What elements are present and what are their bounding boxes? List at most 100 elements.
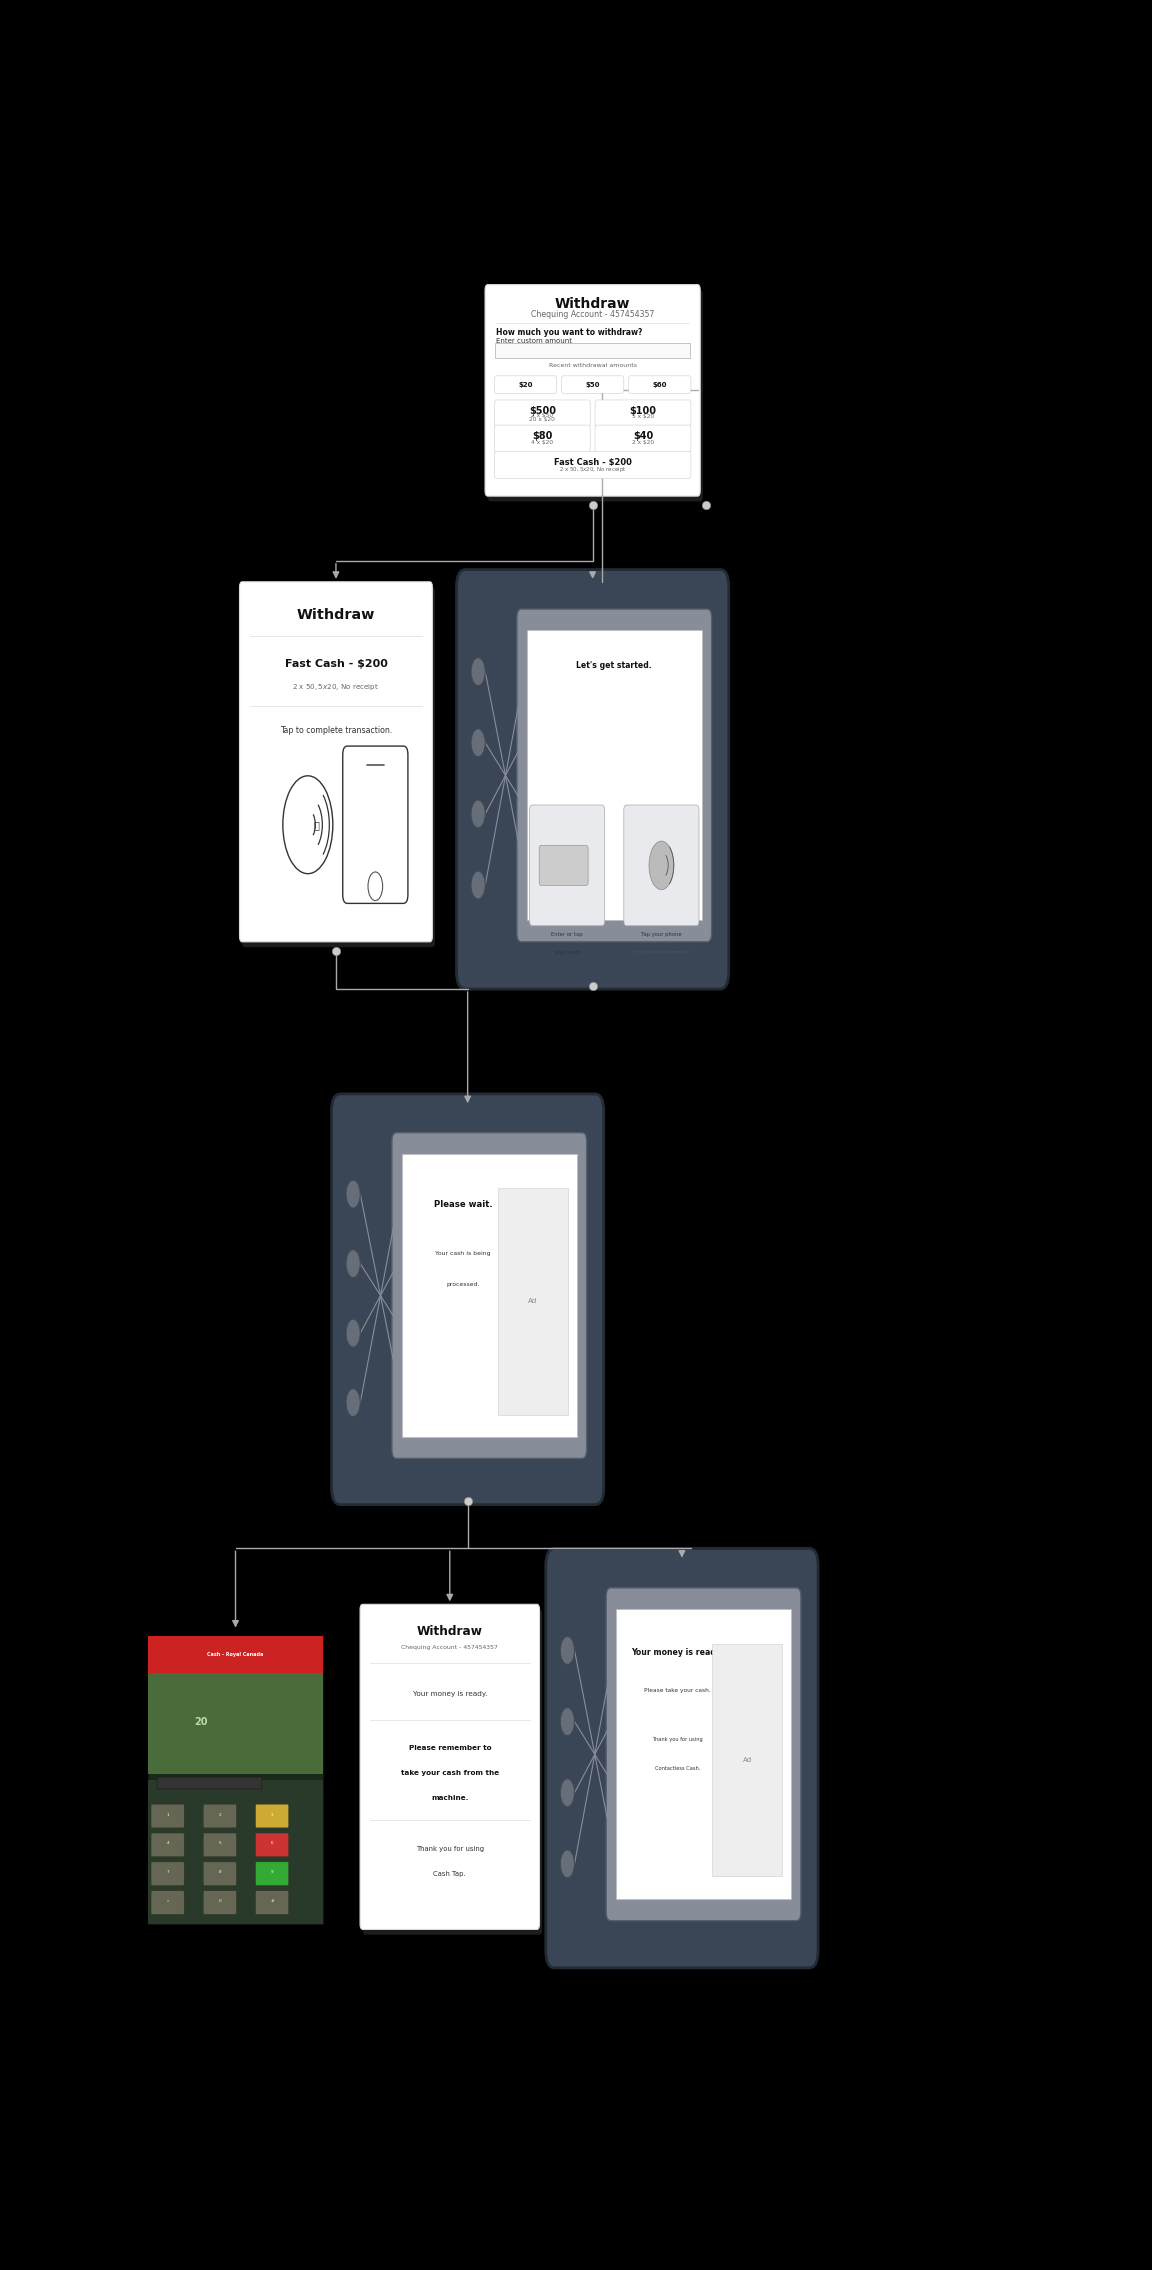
FancyBboxPatch shape — [240, 581, 432, 942]
FancyBboxPatch shape — [151, 1832, 184, 1857]
Circle shape — [560, 1707, 575, 1737]
Text: Chequing Account - 457454357: Chequing Account - 457454357 — [531, 309, 654, 318]
Text: 4: 4 — [166, 1841, 169, 1846]
Text: 5: 5 — [219, 1841, 221, 1846]
FancyBboxPatch shape — [343, 747, 408, 903]
Text: Your money is ready.: Your money is ready. — [412, 1691, 487, 1698]
Circle shape — [471, 799, 485, 829]
Text: $80: $80 — [532, 431, 553, 440]
Text: Withdraw: Withdraw — [555, 297, 630, 311]
Text: Thank you for using: Thank you for using — [416, 1846, 484, 1852]
Text: *: * — [167, 1900, 168, 1902]
Text: Chequing Account - 457454357: Chequing Account - 457454357 — [401, 1646, 498, 1650]
FancyBboxPatch shape — [616, 1609, 790, 1900]
Text: Please wait.: Please wait. — [434, 1201, 492, 1210]
Circle shape — [560, 1637, 575, 1664]
FancyBboxPatch shape — [487, 291, 703, 502]
Text: 2 x $50: 2 x $50 — [531, 413, 553, 418]
Text: Let's get started.: Let's get started. — [576, 661, 652, 670]
FancyBboxPatch shape — [629, 377, 691, 393]
FancyBboxPatch shape — [494, 400, 590, 427]
Text: Withdraw: Withdraw — [417, 1625, 483, 1639]
Circle shape — [649, 842, 674, 890]
Circle shape — [471, 872, 485, 899]
Text: Thank you for using: Thank you for using — [652, 1737, 703, 1743]
Text: Please take your cash.: Please take your cash. — [644, 1689, 711, 1693]
FancyBboxPatch shape — [157, 1777, 262, 1789]
Circle shape — [283, 776, 333, 874]
Text: machine.: machine. — [431, 1796, 469, 1802]
FancyBboxPatch shape — [402, 1153, 576, 1437]
FancyBboxPatch shape — [242, 588, 435, 947]
Circle shape — [367, 872, 382, 901]
FancyBboxPatch shape — [332, 1094, 604, 1505]
Circle shape — [471, 729, 485, 756]
Circle shape — [471, 658, 485, 686]
Text: $60: $60 — [652, 381, 667, 388]
Circle shape — [560, 1780, 575, 1807]
FancyBboxPatch shape — [539, 844, 589, 885]
Text: Ad: Ad — [743, 1757, 752, 1764]
FancyBboxPatch shape — [203, 1832, 236, 1857]
FancyBboxPatch shape — [203, 1891, 236, 1914]
FancyBboxPatch shape — [149, 1673, 323, 1775]
FancyBboxPatch shape — [712, 1643, 782, 1875]
FancyBboxPatch shape — [498, 1187, 568, 1414]
Text: 9: 9 — [271, 1870, 273, 1875]
Text: $500: $500 — [529, 406, 555, 415]
Text: $50: $50 — [585, 381, 600, 388]
FancyBboxPatch shape — [149, 1780, 323, 1925]
Circle shape — [346, 1389, 361, 1416]
Text: 4 x $20: 4 x $20 — [531, 440, 553, 445]
Text: Cash Tap.: Cash Tap. — [433, 1870, 467, 1877]
Text: processed.: processed. — [446, 1283, 480, 1287]
Circle shape — [346, 1180, 361, 1208]
Circle shape — [560, 1850, 575, 1877]
FancyBboxPatch shape — [392, 1133, 586, 1457]
Text: 0: 0 — [219, 1900, 221, 1902]
FancyBboxPatch shape — [495, 343, 690, 359]
FancyBboxPatch shape — [494, 424, 590, 452]
Text: Please remember to: Please remember to — [409, 1746, 491, 1750]
Text: Tap your phone: Tap your phone — [642, 933, 682, 938]
Text: Withdraw: Withdraw — [297, 608, 376, 622]
Text: ✋: ✋ — [313, 819, 319, 831]
FancyBboxPatch shape — [149, 1637, 323, 1673]
FancyBboxPatch shape — [494, 452, 691, 479]
Text: 2 x $50, 5 x $20, No receipt: 2 x $50, 5 x $20, No receipt — [293, 681, 379, 692]
Text: 3: 3 — [271, 1811, 273, 1816]
Text: 7: 7 — [166, 1870, 169, 1875]
Text: Contactless Cash.: Contactless Cash. — [654, 1766, 700, 1771]
FancyBboxPatch shape — [606, 1589, 801, 1920]
Text: 1: 1 — [166, 1811, 169, 1816]
Text: Enter or tap: Enter or tap — [552, 933, 583, 938]
Text: $20: $20 — [518, 381, 532, 388]
FancyBboxPatch shape — [256, 1832, 289, 1857]
Text: take your cash from the: take your cash from the — [401, 1771, 499, 1775]
Text: Fast Cash - $200: Fast Cash - $200 — [554, 459, 631, 468]
FancyBboxPatch shape — [623, 806, 699, 926]
FancyBboxPatch shape — [256, 1891, 289, 1914]
Text: $100: $100 — [629, 406, 657, 415]
FancyBboxPatch shape — [203, 1861, 236, 1886]
Text: Cash - Royal Canada: Cash - Royal Canada — [207, 1653, 264, 1657]
Text: 5 x $20: 5 x $20 — [632, 413, 654, 420]
Text: 8: 8 — [219, 1870, 221, 1875]
Text: How much you want to withdraw?: How much you want to withdraw? — [497, 327, 643, 336]
FancyBboxPatch shape — [596, 400, 691, 427]
FancyBboxPatch shape — [149, 1637, 323, 1925]
FancyBboxPatch shape — [517, 608, 712, 942]
FancyBboxPatch shape — [256, 1861, 289, 1886]
FancyBboxPatch shape — [151, 1805, 184, 1827]
FancyBboxPatch shape — [530, 806, 605, 926]
Text: your card: your card — [554, 949, 579, 956]
Text: Enter custom amount: Enter custom amount — [497, 338, 573, 345]
Text: Fast Cash - $200: Fast Cash - $200 — [285, 658, 387, 670]
Text: 2 x $20: 2 x $20 — [632, 440, 654, 445]
FancyBboxPatch shape — [363, 1609, 543, 1934]
Text: $40: $40 — [632, 431, 653, 440]
FancyBboxPatch shape — [456, 570, 729, 990]
FancyBboxPatch shape — [596, 424, 691, 452]
Circle shape — [346, 1251, 361, 1278]
FancyBboxPatch shape — [494, 377, 556, 393]
